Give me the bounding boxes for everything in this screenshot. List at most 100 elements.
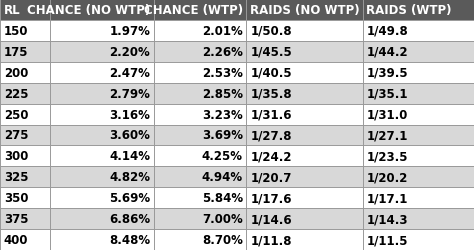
Text: CHANCE (WTP): CHANCE (WTP) [144,4,243,17]
Text: 1/14.3: 1/14.3 [366,212,408,225]
Text: 7.00%: 7.00% [202,212,243,225]
Bar [50,208,154,229]
Bar [363,104,474,125]
Text: 4.82%: 4.82% [109,170,150,183]
Text: RL: RL [4,4,20,17]
Text: 5.69%: 5.69% [109,192,150,204]
Bar [154,83,246,104]
Text: RAIDS (NO WTP): RAIDS (NO WTP) [250,4,360,17]
Text: 1/35.1: 1/35.1 [366,87,408,100]
Bar [363,83,474,104]
Text: 4.25%: 4.25% [202,150,243,163]
Text: 1/14.6: 1/14.6 [250,212,292,225]
Bar [50,42,154,62]
Bar [154,0,246,21]
Bar [154,62,246,83]
Text: 175: 175 [4,46,28,59]
Bar [246,62,363,83]
Text: 1/35.8: 1/35.8 [250,87,292,100]
Bar [0,42,50,62]
Bar [154,125,246,146]
Text: 1/31.0: 1/31.0 [366,108,408,121]
Bar [363,125,474,146]
Bar [363,0,474,21]
Bar [246,229,363,250]
Text: 1/49.8: 1/49.8 [366,25,408,38]
Text: 1/27.1: 1/27.1 [366,129,408,142]
Bar [363,188,474,208]
Bar [154,208,246,229]
Bar [246,42,363,62]
Text: 1/11.8: 1/11.8 [250,233,292,246]
Bar [246,146,363,167]
Bar [154,42,246,62]
Bar [0,208,50,229]
Text: 325: 325 [4,170,28,183]
Bar [0,146,50,167]
Bar [154,188,246,208]
Text: 3.69%: 3.69% [202,129,243,142]
Text: 1/40.5: 1/40.5 [250,66,292,80]
Text: 400: 400 [4,233,28,246]
Text: 2.79%: 2.79% [109,87,150,100]
Bar [50,146,154,167]
Text: 150: 150 [4,25,28,38]
Text: 1/44.2: 1/44.2 [366,46,408,59]
Bar [50,83,154,104]
Bar [246,104,363,125]
Text: 275: 275 [4,129,28,142]
Text: 1/45.5: 1/45.5 [250,46,292,59]
Text: 1.97%: 1.97% [109,25,150,38]
Text: 5.84%: 5.84% [201,192,243,204]
Bar [154,21,246,42]
Bar [50,21,154,42]
Bar [246,125,363,146]
Bar [363,208,474,229]
Text: 200: 200 [4,66,28,80]
Bar [0,104,50,125]
Bar [0,83,50,104]
Text: 1/23.5: 1/23.5 [366,150,408,163]
Bar [0,188,50,208]
Bar [0,62,50,83]
Text: 8.70%: 8.70% [202,233,243,246]
Bar [246,0,363,21]
Bar [363,167,474,188]
Text: 3.16%: 3.16% [109,108,150,121]
Text: 2.26%: 2.26% [202,46,243,59]
Text: 1/39.5: 1/39.5 [366,66,408,80]
Bar [50,167,154,188]
Text: 2.47%: 2.47% [109,66,150,80]
Bar [154,104,246,125]
Bar [246,208,363,229]
Text: 1/24.2: 1/24.2 [250,150,292,163]
Text: 1/11.5: 1/11.5 [366,233,408,246]
Text: 1/17.1: 1/17.1 [366,192,408,204]
Text: 375: 375 [4,212,28,225]
Text: 4.14%: 4.14% [109,150,150,163]
Bar [0,125,50,146]
Bar [154,167,246,188]
Bar [363,229,474,250]
Text: 1/50.8: 1/50.8 [250,25,292,38]
Text: 1/20.2: 1/20.2 [366,170,408,183]
Bar [246,188,363,208]
Text: 1/20.7: 1/20.7 [250,170,292,183]
Bar [363,146,474,167]
Text: RAIDS (WTP): RAIDS (WTP) [366,4,452,17]
Text: 1/27.8: 1/27.8 [250,129,292,142]
Bar [154,146,246,167]
Bar [363,62,474,83]
Bar [246,167,363,188]
Bar [50,188,154,208]
Bar [154,229,246,250]
Bar [50,62,154,83]
Bar [0,229,50,250]
Text: 1/17.6: 1/17.6 [250,192,292,204]
Bar [246,83,363,104]
Text: 2.01%: 2.01% [202,25,243,38]
Text: 2.20%: 2.20% [109,46,150,59]
Bar [363,21,474,42]
Text: 2.85%: 2.85% [202,87,243,100]
Text: 300: 300 [4,150,28,163]
